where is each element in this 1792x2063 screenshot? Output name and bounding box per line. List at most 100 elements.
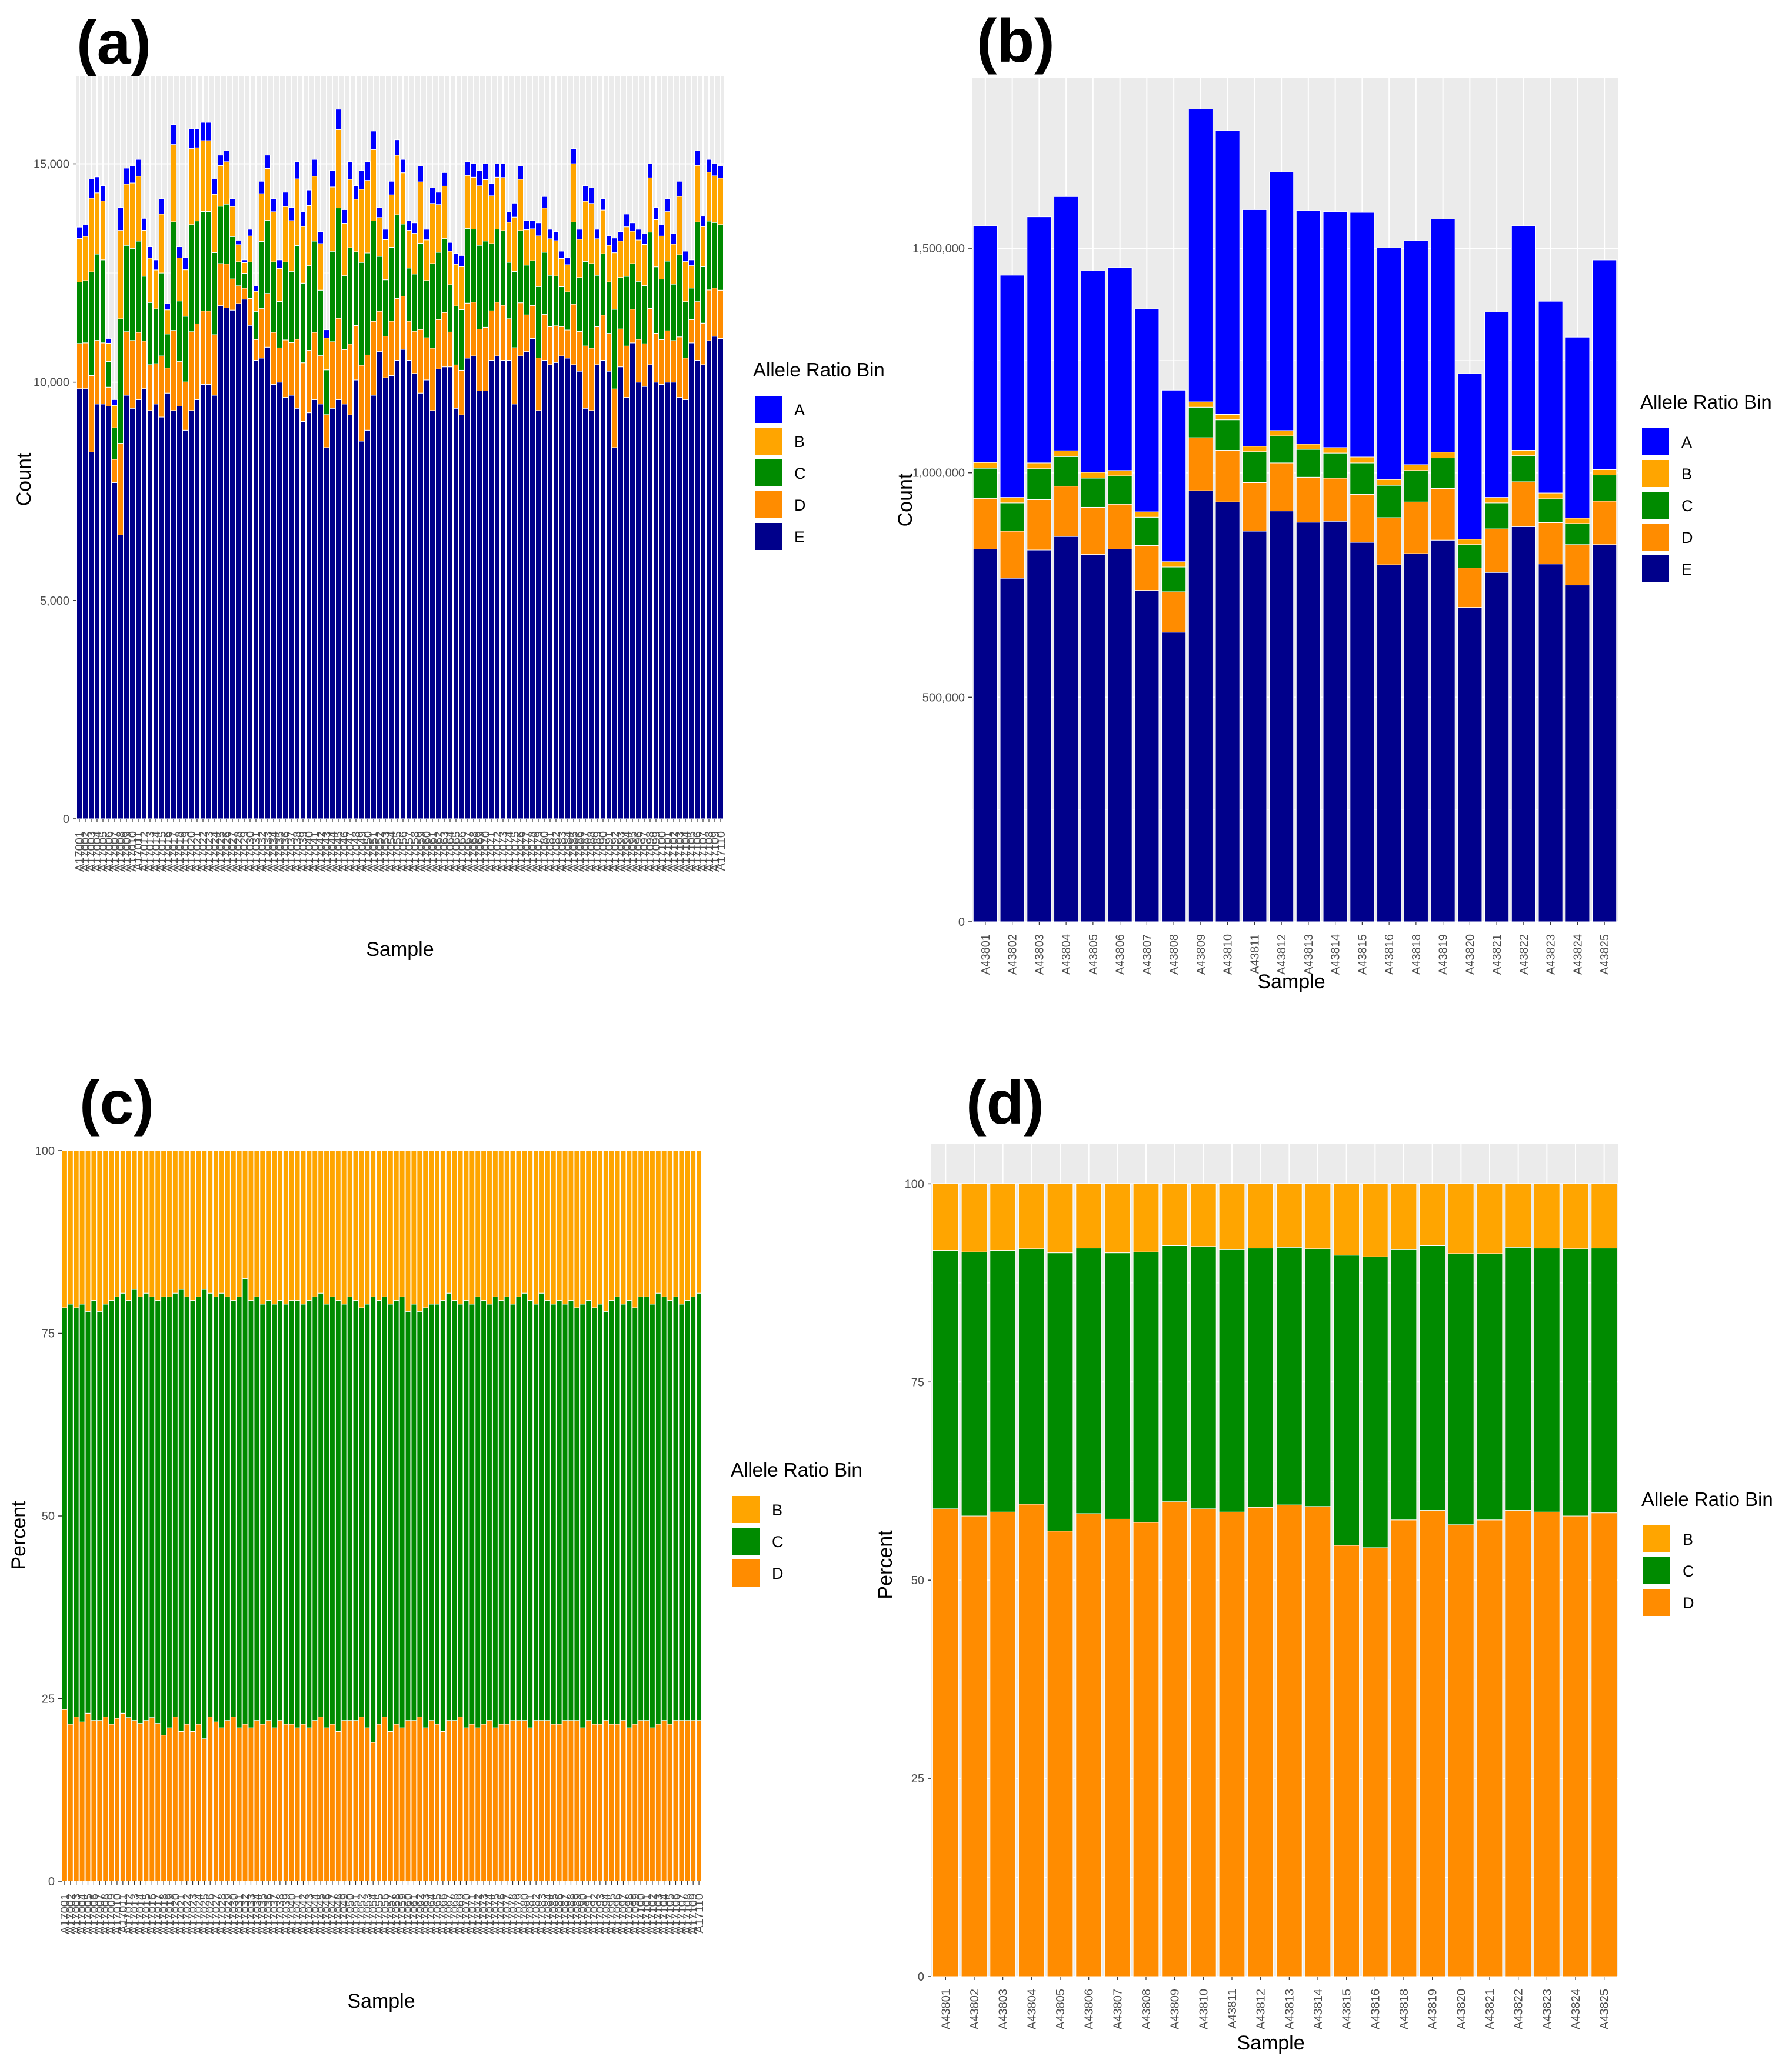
bar-a-A17064-D: [447, 331, 453, 368]
bar-a-A17051-B: [371, 149, 377, 221]
bar-b-A43820-D: [1457, 568, 1483, 608]
bar-a-A17096-C: [635, 281, 641, 340]
bar-c-A17002-C: [67, 1304, 74, 1725]
x-tick-label-c: A17041: [292, 1894, 305, 1934]
bar-c-A17041-C: [294, 1300, 301, 1728]
bar-d-A43819-D: [1419, 1510, 1446, 1977]
bar-b-A43811-C: [1242, 451, 1267, 483]
bar-a-A17017-B: [171, 144, 176, 222]
bar-a-A17011-C: [135, 241, 141, 333]
bar-a-A17010-B: [129, 182, 135, 249]
bar-a-A17106-A: [694, 150, 700, 166]
bar-c-A17034-D: [254, 1720, 260, 1882]
bar-a-A17069-D: [477, 329, 482, 391]
bar-c-A17013-C: [131, 1289, 138, 1721]
bar-b-A43808-D: [1161, 591, 1187, 633]
x-tick-label-a: A17046: [338, 831, 351, 872]
bar-b-A43809-E: [1188, 490, 1213, 922]
bar-c-A17032-C: [242, 1278, 248, 1725]
bar-a-A17081-E: [547, 364, 553, 819]
bar-a-A17079-C: [535, 286, 541, 359]
bar-a-A17105-C: [688, 288, 694, 320]
bar-c-A17013-D: [131, 1720, 138, 1882]
bar-a-A17068-B: [471, 176, 477, 230]
bar-c-A17058-D: [393, 1724, 399, 1882]
bar-a-A17088-A: [588, 187, 594, 204]
bars-b: [972, 78, 1617, 925]
bar-c-A17012-C: [125, 1300, 132, 1718]
bar-a-A17009-D: [124, 331, 129, 396]
bar-d-A43822-D: [1505, 1510, 1532, 1977]
bar-b-A43806-D: [1107, 504, 1133, 549]
bar-c-A17074-B: [487, 1150, 492, 1305]
bar-c-A17099-B: [632, 1150, 638, 1308]
x-tick-label-c: A17073: [478, 1894, 491, 1934]
bar-a-A17030-C: [247, 261, 253, 299]
x-tick-label-c: A17033: [245, 1894, 258, 1934]
bar-c-A17105-B: [667, 1150, 673, 1301]
bar-a-A17069-E: [477, 390, 482, 819]
bar-a-A17007-B: [112, 405, 118, 428]
bar-d-A43813-B: [1275, 1183, 1303, 1248]
bar-c-A17096-D: [614, 1724, 621, 1882]
bar-d-A43811-D: [1218, 1511, 1245, 1977]
bar-a-A17088-E: [588, 410, 594, 819]
x-tick-label-d: A43823: [1541, 1989, 1554, 2029]
bar-c-A17098-B: [626, 1150, 632, 1301]
x-tick-label-b: A43814: [1330, 934, 1343, 975]
x-tick-label-a: A17011: [132, 831, 145, 871]
bar-a-A17038-A: [294, 161, 300, 179]
bar-a-A17109-C: [712, 222, 718, 289]
bar-a-A17052-E: [377, 351, 382, 819]
x-tick-label-c: A17018: [158, 1894, 171, 1934]
bar-c-A17101-C: [644, 1296, 649, 1721]
bar-b-A43814-B: [1323, 447, 1348, 454]
bar-d-A43824-C: [1562, 1248, 1589, 1517]
x-tick-label-a: A17058: [409, 831, 422, 872]
bar-a-A17072-E: [494, 355, 500, 819]
bar-a-A17015-A: [159, 198, 165, 215]
bar-a-A17083-E: [559, 355, 565, 819]
x-tick-label-c: A17071: [466, 1894, 479, 1934]
bar-d-A43801-B: [932, 1183, 959, 1251]
x-tick-label-a: A17082: [550, 831, 563, 872]
bar-b-A43819-D: [1430, 488, 1455, 541]
legend-key-a-E: [754, 522, 783, 551]
bar-a-A17081-C: [547, 275, 553, 328]
x-tick-label-a: A17009: [121, 831, 134, 872]
x-tick-label-c: A17017: [152, 1894, 165, 1934]
y-tick-label-d: 75: [911, 1376, 924, 1389]
x-tick-label-d: A43821: [1484, 1989, 1497, 2029]
bar-a-A17051-E: [371, 395, 377, 819]
y-tick-label-d: 25: [911, 1772, 924, 1785]
x-tick-label-a: A17057: [403, 831, 416, 872]
bar-c-A17083-C: [539, 1292, 545, 1721]
bar-c-A17016-D: [149, 1717, 155, 1882]
x-tick-label-d: A43801: [940, 1989, 952, 2029]
bar-b-A43806-E: [1107, 548, 1133, 922]
bar-a-A17061-C: [429, 263, 435, 349]
bar-a-A17018-A: [176, 246, 182, 258]
bar-c-A17055-B: [376, 1150, 382, 1301]
bar-c-A17010-B: [114, 1150, 120, 1297]
bar-c-A17085-C: [550, 1304, 557, 1725]
bar-a-A17060-A: [424, 229, 429, 241]
bar-c-A17060-D: [405, 1720, 411, 1882]
bar-a-A17029-B: [241, 262, 247, 274]
bar-a-A17100-A: [659, 224, 665, 236]
bar-a-A17094-C: [624, 276, 629, 346]
x-tick-label-d: A43820: [1455, 1989, 1468, 2029]
bar-a-A17032-A: [259, 181, 265, 194]
bar-c-A17011-B: [119, 1150, 126, 1294]
bar-a-A17030-D: [247, 298, 253, 326]
bar-c-A17011-C: [119, 1292, 126, 1714]
x-tick-label-c: A17030: [228, 1894, 241, 1934]
bar-c-A17035-D: [259, 1724, 266, 1882]
bar-a-A17003-E: [88, 451, 94, 819]
bar-d-A43804-B: [1018, 1183, 1045, 1249]
x-tick-label-b: A43807: [1141, 934, 1154, 975]
x-tick-label-a: A17088: [585, 831, 598, 872]
bar-a-A17054-B: [388, 194, 394, 248]
bar-c-A17071-C: [469, 1304, 475, 1725]
bar-a-A17048-D: [353, 325, 359, 381]
